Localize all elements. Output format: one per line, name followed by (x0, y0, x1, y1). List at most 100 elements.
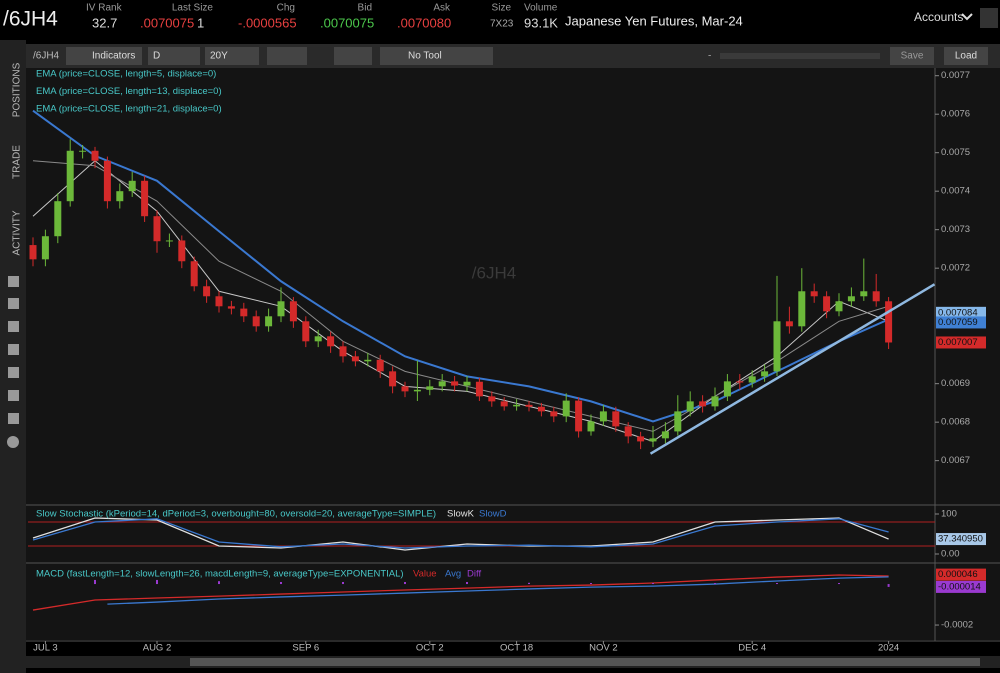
candle-body (463, 381, 471, 386)
select-label[interactable]: No Tool (408, 51, 442, 62)
candle-body (215, 296, 223, 307)
histogram-bar (404, 581, 406, 585)
candle-body (265, 316, 273, 327)
icon[interactable] (8, 321, 19, 332)
candle-body (91, 150, 99, 161)
candle-body (748, 376, 756, 383)
candle-body (475, 381, 483, 397)
legend-entry: EMA (price=CLOSE, length=21, displace=0) (36, 104, 222, 115)
candle-body (562, 400, 570, 417)
aggregation-select[interactable] (148, 47, 200, 65)
legend-entry: Avg (445, 569, 461, 580)
candle-body (661, 431, 669, 439)
histogram-bar (280, 581, 282, 585)
field-value: .0070080 (397, 15, 451, 30)
style-select[interactable] (267, 47, 307, 65)
icon[interactable] (8, 276, 19, 287)
candle-body (128, 180, 136, 192)
icon[interactable] (8, 344, 19, 355)
histogram-bar (94, 579, 96, 585)
button-label[interactable]: Save (901, 51, 924, 62)
layout-select[interactable] (334, 47, 372, 65)
histogram-bar (466, 581, 468, 585)
legend-entry: SlowD (479, 509, 507, 520)
histogram-bar (528, 582, 530, 585)
candle-body (823, 296, 831, 312)
icon[interactable] (8, 367, 19, 378)
candle-body (637, 436, 645, 442)
period-select[interactable] (205, 47, 259, 65)
x-tick-label: OCT 2 (416, 643, 444, 654)
scroll-thumb[interactable] (190, 658, 980, 666)
icon[interactable] (8, 413, 19, 424)
candle-body (513, 404, 521, 407)
side-tab[interactable]: ACTIVITY (12, 210, 23, 255)
field-value: .0070075 (320, 15, 374, 30)
candle-body (500, 401, 508, 407)
series-line (32, 574, 889, 611)
price-flag (936, 316, 986, 329)
accounts-menu[interactable]: Accounts (914, 10, 963, 24)
toolbar-symbol[interactable]: /6JH4 (33, 51, 60, 62)
field-label: Volume (524, 3, 558, 14)
candle-body (327, 336, 335, 347)
field-value: 7X23 (490, 19, 514, 30)
chevron[interactable] (961, 13, 973, 21)
side-tab[interactable]: POSITIONS (12, 62, 23, 117)
series-line (32, 160, 889, 442)
y-tick-label: 0.0077 (941, 70, 970, 81)
series-line (107, 576, 889, 605)
candle-body (624, 426, 632, 437)
load-button[interactable] (944, 47, 988, 65)
icon[interactable] (8, 390, 19, 401)
field-value: 93.1K (524, 15, 558, 30)
x-tick-label: 2024 (878, 643, 899, 654)
candle-body (847, 296, 855, 302)
candle-body (190, 261, 198, 287)
field-value: 1 (197, 15, 204, 30)
price-flag-label: -0.000014 (938, 581, 981, 592)
series-line (32, 517, 889, 551)
zoom-slider[interactable] (720, 53, 880, 59)
candle-body (860, 291, 868, 297)
price-flag-label: 0.000046 (938, 569, 978, 580)
candle-body (575, 400, 583, 432)
candle-body (66, 150, 74, 202)
field-label: Chg (277, 3, 295, 14)
save-button[interactable] (890, 47, 934, 65)
y-tick-label: 0.0076 (941, 109, 970, 120)
menu-button[interactable] (980, 8, 998, 28)
icon[interactable] (7, 436, 19, 448)
price-flag-label: 0.007059 (938, 317, 978, 328)
candle-body (240, 308, 248, 317)
y-tick-label: 0.0068 (941, 417, 970, 428)
histogram-bar (156, 579, 158, 585)
side-tab[interactable]: TRADE (12, 145, 23, 179)
tool-select[interactable] (380, 47, 493, 65)
field-label: Size (492, 3, 512, 14)
zoom-out[interactable]: - (708, 51, 711, 62)
button-label[interactable]: Indicators (92, 51, 135, 62)
candle-body (203, 286, 211, 297)
candle-body (699, 401, 707, 407)
select-label[interactable]: 20Y (210, 51, 228, 62)
candle-body (79, 150, 87, 152)
candle-body (116, 191, 124, 202)
histogram-bar (590, 583, 592, 585)
histogram-bar (838, 583, 840, 585)
indicators-button[interactable] (66, 47, 142, 65)
symbol[interactable]: /6JH4 (3, 8, 58, 31)
select-label[interactable]: D (153, 51, 160, 62)
candle-body (438, 381, 446, 387)
panel-title: Slow Stochastic (kPeriod=14, dPeriod=3, … (36, 509, 436, 520)
candle-body (872, 291, 880, 302)
icon[interactable] (8, 298, 19, 309)
plot-area (26, 68, 935, 640)
histogram-bar (714, 583, 716, 585)
price-flag (936, 336, 986, 349)
side-icons (7, 276, 19, 448)
y-tick-label: 0.0073 (941, 224, 970, 235)
panel-title: MACD (fastLength=12, slowLength=26, macd… (36, 569, 404, 580)
candle-body (426, 386, 434, 390)
button-label[interactable]: Load (955, 51, 977, 62)
